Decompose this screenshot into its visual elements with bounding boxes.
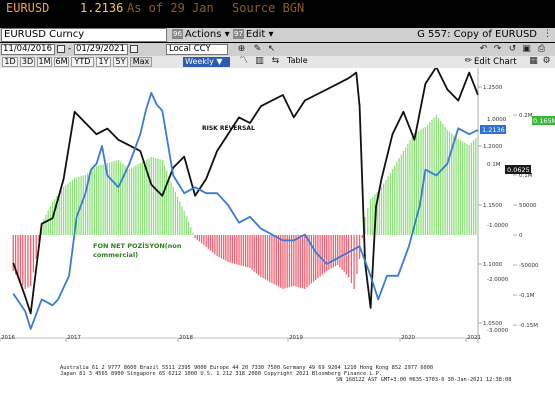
- annotation-net-position: FON NET POZİSYON(non: [93, 241, 182, 250]
- actions-label: Actions ▾: [184, 29, 230, 40]
- start-date-field[interactable]: 11/04/2016: [1, 44, 55, 55]
- date-range-bar: 11/04/2016 - 01/29/2021 Local CCY ⊕ ✎ ↖ …: [0, 43, 555, 56]
- chart-svg: RISK REVERSAL FON NET POZİSYON(noncommerc…: [0, 68, 555, 400]
- more-options-icon[interactable]: ⋮: [543, 29, 552, 39]
- million-tick-label: -0.15M: [519, 323, 538, 329]
- last-rr-marker-label: 0.0625: [507, 166, 530, 174]
- footer-line-1: Australia 61 2 9777 8600 Brazil 5511 239…: [60, 365, 433, 371]
- annotation-net-position-2: commercial): [93, 251, 138, 259]
- redo-icon[interactable]: ↷: [493, 44, 502, 54]
- x-tick-label-2018: 2018: [179, 335, 193, 341]
- edit-menu-button[interactable]: 97 Edit ▾: [233, 28, 274, 42]
- tab-ytd[interactable]: YTD: [71, 57, 94, 67]
- reset-icon[interactable]: ↺: [508, 44, 517, 54]
- risk-tick-label: -1.0000: [487, 223, 509, 229]
- edit-chart-button[interactable]: Edit Chart: [474, 57, 517, 67]
- tab-1y[interactable]: 1Y: [96, 57, 111, 67]
- million-tick-label: 50000: [519, 203, 537, 209]
- x-tick-label-2017: 2017: [67, 335, 81, 341]
- x-tick-label-2016: 2016: [1, 335, 15, 341]
- risk-tick-label: 1.0000: [487, 117, 507, 123]
- risk-tick-label: -3.0000: [487, 328, 509, 334]
- price-tick-label: 1.1500: [483, 203, 503, 209]
- calendar-icon[interactable]: [130, 45, 138, 53]
- million-tick-label: 0.1M: [519, 173, 533, 179]
- annotation-risk-reversal: RISK REVERSAL: [202, 125, 255, 132]
- last-rr-marker: [505, 165, 531, 174]
- actions-menu-button[interactable]: 96 Actions ▾: [172, 28, 230, 42]
- last-bar-marker: [532, 116, 555, 125]
- million-tick-label: -0.1M: [519, 293, 535, 299]
- eurusd-price-line: [12, 92, 479, 330]
- as-of-date: As of 29 Jan: [127, 1, 214, 15]
- tab-1m[interactable]: 1M: [37, 57, 52, 67]
- line-chart-icon[interactable]: 〽: [238, 56, 248, 66]
- tab-3d[interactable]: 3D: [20, 57, 35, 67]
- date-separator: -: [68, 44, 72, 54]
- calendar-icon[interactable]: [57, 45, 65, 53]
- footer-line-3: SN 168122 AST GMT+3:00 H635-3703-0 30-Ja…: [336, 377, 511, 383]
- last-price: 1.2136: [80, 1, 124, 15]
- end-date-field[interactable]: 01/29/2021: [74, 44, 128, 55]
- price-tick-label: 1.0500: [483, 321, 503, 327]
- risk-tick-label: 0.1M: [487, 162, 501, 168]
- tab-5y[interactable]: 5Y: [113, 57, 128, 67]
- tab-max[interactable]: Max: [130, 57, 152, 67]
- million-tick-label: 0: [519, 233, 523, 239]
- period-toolbar: 1D 3D 1M 6M YTD 1Y 5Y Max Weekly ▼ 〽 ▥ ⇆ Table …: [0, 56, 555, 68]
- tab-6m[interactable]: 6M: [54, 57, 69, 67]
- pencil-icon[interactable]: ✏: [464, 56, 473, 66]
- security-input[interactable]: EURUSD Curncy: [1, 28, 167, 42]
- million-tick-label: 0.2M: [519, 113, 533, 119]
- camera-icon[interactable]: ▣: [522, 44, 531, 54]
- edit-badge: 97: [233, 29, 244, 39]
- print-icon[interactable]: ⎙: [537, 44, 546, 54]
- gear-icon[interactable]: ⚙: [542, 56, 551, 66]
- million-tick-label: -50000: [519, 263, 539, 269]
- security-header: EURUSD 1.2136 As of 29 Jan Source BGN: [0, 0, 555, 17]
- footer-line-2: Japan 81 3 4565 8900 Singapore 65 6212 1…: [60, 371, 382, 377]
- chart-type-icon[interactable]: ▥: [255, 56, 264, 66]
- grid-icon[interactable]: ▦: [529, 56, 538, 66]
- price-tick-label: 1.1000: [483, 262, 503, 268]
- last-price-marker: [480, 125, 506, 134]
- tab-1d[interactable]: 1D: [2, 57, 18, 67]
- currency-select[interactable]: Local CCY: [166, 44, 228, 55]
- document-title: G 557: Copy of EURUSD: [417, 29, 537, 40]
- price-tick-label: 1.2500: [483, 85, 503, 91]
- x-tick-label-2020: 2020: [401, 335, 415, 341]
- undo-icon[interactable]: ↶: [479, 44, 488, 54]
- chart-area[interactable]: RISK REVERSAL FON NET POZİSYON(non commerc…: [0, 68, 555, 400]
- draw-tool-icon[interactable]: ✎: [253, 44, 262, 54]
- compare-icon[interactable]: ⇆: [271, 56, 280, 66]
- frequency-select[interactable]: Weekly ▼: [183, 57, 230, 67]
- x-tick-label-2021: 2021: [467, 335, 481, 341]
- ticker-label: EURUSD: [6, 1, 50, 15]
- edit-label: Edit ▾: [245, 29, 274, 40]
- table-tab[interactable]: Table: [287, 56, 308, 65]
- x-tick-label-2019: 2019: [289, 335, 303, 341]
- price-source: Source BGN: [232, 1, 305, 15]
- last-bar-marker-label: 0.165M: [533, 117, 555, 125]
- command-bar: EURUSD Curncy 96 Actions ▾ 97 Edit ▾ G 557…: [0, 28, 555, 42]
- price-tick-label: 1.2000: [483, 144, 503, 150]
- actions-badge: 96: [172, 29, 183, 39]
- risk-tick-label: -2.0000: [487, 277, 509, 283]
- risk-reversal-line: [12, 68, 479, 315]
- pointer-icon[interactable]: ↖: [267, 44, 276, 54]
- last-price-marker-label: 1.2136: [482, 126, 505, 134]
- zoom-icon[interactable]: ⊕: [237, 44, 246, 54]
